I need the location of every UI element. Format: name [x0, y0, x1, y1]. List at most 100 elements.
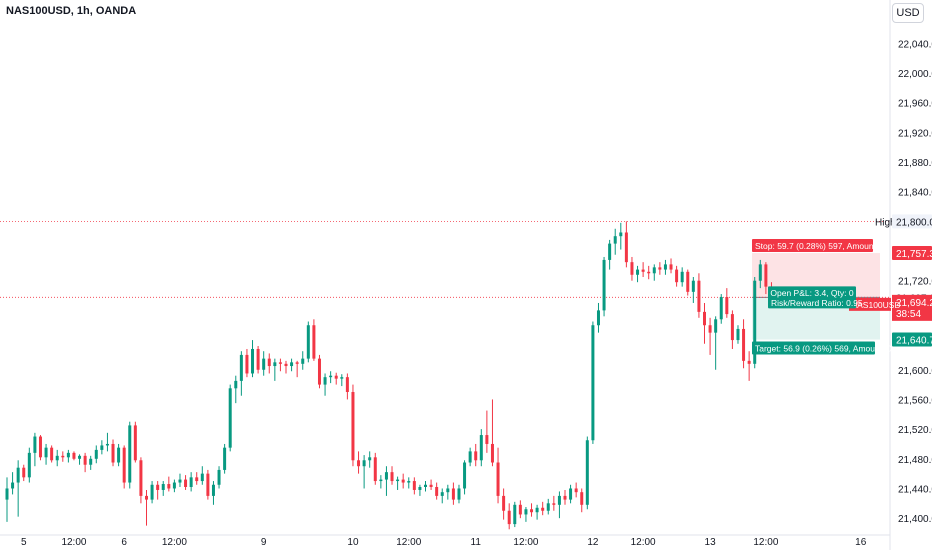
candle[interactable] — [100, 440, 104, 455]
candle[interactable] — [742, 319, 746, 369]
candle[interactable] — [200, 466, 204, 485]
candle[interactable] — [44, 443, 48, 465]
candle[interactable] — [61, 451, 65, 462]
candle[interactable] — [228, 384, 232, 452]
candle[interactable] — [55, 449, 59, 467]
candle[interactable] — [608, 239, 612, 270]
candle[interactable] — [273, 358, 277, 381]
candle[interactable] — [675, 265, 679, 287]
candle[interactable] — [66, 449, 70, 463]
candle[interactable] — [390, 466, 394, 485]
candle[interactable] — [546, 498, 550, 515]
candle[interactable] — [161, 481, 165, 496]
candle[interactable] — [357, 451, 361, 474]
candle[interactable] — [401, 473, 405, 489]
candle[interactable] — [5, 477, 9, 522]
candle[interactable] — [306, 321, 310, 363]
candle[interactable] — [641, 262, 645, 277]
candle[interactable] — [223, 443, 227, 474]
candle[interactable] — [133, 421, 137, 463]
candle[interactable] — [708, 317, 712, 355]
candle[interactable] — [435, 482, 439, 500]
candle[interactable] — [278, 358, 282, 372]
candle[interactable] — [446, 484, 450, 500]
candle[interactable] — [596, 302, 600, 333]
candle[interactable] — [89, 455, 93, 470]
candle[interactable] — [524, 507, 528, 522]
candle[interactable] — [479, 429, 483, 467]
candle[interactable] — [245, 348, 249, 378]
candle[interactable] — [83, 452, 87, 473]
candle[interactable] — [630, 256, 634, 281]
candle[interactable] — [396, 476, 400, 490]
candle[interactable] — [189, 472, 193, 492]
currency-button[interactable]: USD — [892, 3, 924, 23]
candle[interactable] — [619, 222, 623, 250]
candle[interactable] — [753, 277, 757, 369]
candle[interactable] — [27, 447, 31, 483]
candle[interactable] — [418, 484, 422, 496]
candle[interactable] — [139, 457, 143, 504]
candle[interactable] — [513, 501, 517, 528]
candle[interactable] — [507, 503, 511, 530]
candle[interactable] — [624, 221, 628, 268]
candle[interactable] — [172, 479, 176, 493]
candle[interactable] — [16, 460, 20, 517]
candle[interactable] — [334, 372, 338, 385]
candle[interactable] — [94, 445, 98, 464]
candle[interactable] — [518, 500, 522, 519]
candle[interactable] — [468, 447, 472, 467]
candle[interactable] — [463, 460, 467, 495]
candle[interactable] — [652, 264, 656, 281]
candle[interactable] — [691, 277, 695, 303]
candle[interactable] — [585, 436, 589, 510]
candle[interactable] — [719, 294, 723, 324]
candle[interactable] — [262, 351, 266, 376]
candle[interactable] — [33, 432, 37, 467]
candle[interactable] — [301, 351, 305, 370]
candle[interactable] — [206, 469, 210, 500]
candle[interactable] — [730, 310, 734, 349]
candle[interactable] — [50, 445, 54, 463]
candle[interactable] — [680, 267, 684, 287]
candle[interactable] — [474, 443, 478, 467]
candle[interactable] — [747, 351, 751, 381]
candle[interactable] — [78, 454, 82, 465]
candle[interactable] — [574, 482, 578, 498]
candle[interactable] — [290, 358, 294, 372]
candle[interactable] — [345, 373, 349, 400]
candle[interactable] — [295, 360, 299, 378]
candle[interactable] — [407, 477, 411, 489]
candle[interactable] — [312, 319, 316, 361]
candle[interactable] — [256, 346, 260, 374]
candle[interactable] — [451, 482, 455, 505]
candle[interactable] — [38, 435, 42, 461]
candle[interactable] — [351, 384, 355, 467]
candle[interactable] — [647, 265, 651, 280]
candle[interactable] — [697, 273, 701, 318]
candle[interactable] — [211, 481, 215, 505]
candle[interactable] — [736, 325, 740, 344]
candle[interactable] — [150, 481, 154, 504]
candle[interactable] — [552, 495, 556, 511]
candle[interactable] — [530, 503, 534, 517]
candle[interactable] — [111, 439, 115, 467]
candle[interactable] — [178, 473, 182, 487]
candle[interactable] — [340, 374, 344, 387]
candle[interactable] — [217, 466, 221, 489]
candle[interactable] — [317, 354, 321, 389]
candle[interactable] — [22, 464, 26, 482]
candle[interactable] — [105, 432, 109, 452]
candle[interactable] — [184, 475, 188, 490]
candle[interactable] — [703, 302, 706, 344]
candle[interactable] — [725, 288, 729, 318]
candle[interactable] — [490, 399, 494, 467]
candle[interactable] — [502, 488, 506, 520]
candle[interactable] — [424, 481, 427, 492]
candle[interactable] — [379, 475, 383, 489]
candle[interactable] — [284, 360, 288, 374]
candle[interactable] — [602, 256, 606, 317]
candle[interactable] — [457, 484, 461, 504]
candle[interactable] — [563, 489, 567, 505]
candle[interactable] — [429, 479, 433, 490]
